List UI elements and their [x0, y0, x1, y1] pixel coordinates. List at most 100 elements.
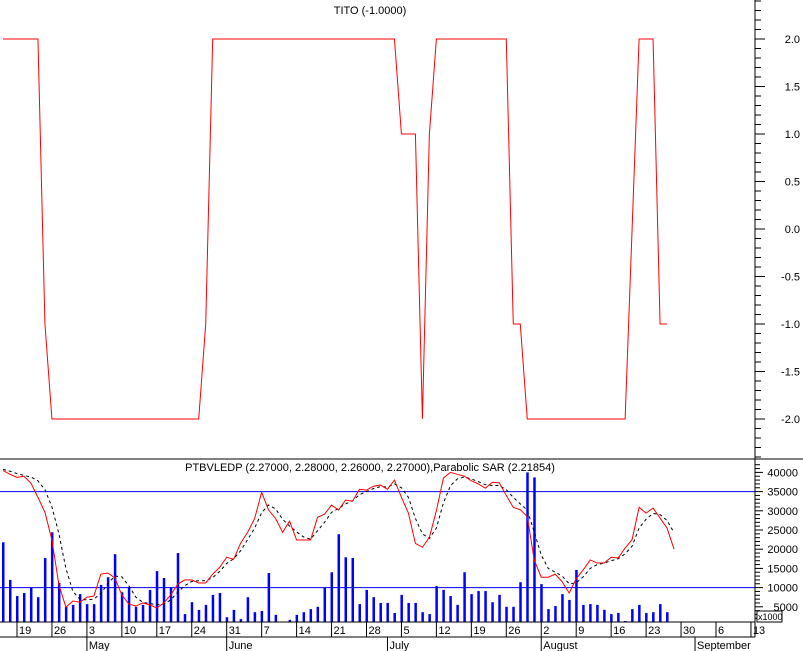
volume-bar	[302, 612, 306, 622]
month-label: September	[697, 640, 751, 651]
volume-bar	[414, 602, 417, 622]
volume-bar	[407, 602, 410, 622]
volume-bar	[379, 602, 382, 622]
volume-bar	[491, 602, 494, 622]
volume-bar	[295, 614, 299, 622]
x-tick-label: 14	[299, 625, 311, 637]
volume-bar	[99, 584, 103, 622]
volume-bar	[176, 553, 180, 622]
volume-bar	[36, 597, 40, 622]
y-tick-label: -0.5	[781, 272, 800, 284]
y-tick-label: -1.5	[781, 367, 800, 379]
volume-bar	[246, 597, 250, 622]
volume-bar	[400, 594, 403, 622]
volume-bar	[610, 614, 613, 622]
volume-bar	[344, 557, 348, 622]
tito-title: TITO (-1.0000)	[334, 5, 407, 17]
volume-bar	[442, 589, 445, 622]
volume-bar	[596, 604, 599, 622]
volume-bar	[575, 569, 578, 622]
volume-bar	[2, 542, 5, 622]
volume-bar	[449, 596, 452, 622]
volume-bar	[274, 614, 278, 622]
volume-bar	[386, 602, 389, 622]
y-tick-label: 20000	[767, 544, 798, 556]
volume-bar	[78, 594, 82, 622]
volume-bar	[519, 582, 522, 622]
x-tick-label: 19	[19, 625, 31, 637]
volume-bar	[50, 532, 54, 622]
y-tick-label: -2.0	[781, 414, 800, 426]
x-tick-label: 30	[683, 625, 695, 637]
volume-bar	[162, 578, 166, 622]
volume-bar	[288, 619, 292, 622]
y-unit-label: x1000	[758, 612, 783, 622]
volume-bar	[617, 612, 620, 622]
x-tick-label: 16	[613, 625, 625, 637]
volume-bar	[512, 606, 515, 622]
volume-bar	[253, 612, 257, 622]
date-axis: 1219263101724317142128512192629162330613…	[16, 622, 765, 651]
volume-bar	[477, 591, 480, 622]
x-tick-label: 2	[543, 625, 549, 637]
y-tick-label: 2.0	[785, 34, 800, 46]
volume-bar	[64, 606, 68, 622]
volume-bar	[15, 596, 19, 622]
y-tick-label: 10000	[767, 583, 798, 595]
month-label: August	[543, 640, 577, 651]
y-tick-label: -1.0	[781, 319, 800, 331]
volume-bar	[659, 604, 662, 622]
volume-bar	[582, 604, 585, 622]
unit-box	[756, 610, 783, 623]
volume-bar	[211, 594, 215, 622]
x-tick-label: 21	[334, 625, 346, 637]
y-tick-label: 30000	[767, 506, 798, 518]
x-tick-label: 26	[54, 625, 66, 637]
volume-bar	[148, 589, 152, 622]
volume-bar	[351, 558, 354, 622]
volume-bar	[316, 606, 320, 622]
x-tick-label: 7	[264, 625, 270, 637]
volume-bar	[71, 604, 75, 622]
volume-bar	[43, 558, 47, 622]
volume-bar	[92, 604, 96, 622]
volume-bar	[204, 604, 208, 622]
volume-bar	[435, 586, 438, 622]
volume-bar	[225, 617, 229, 622]
volume-bar	[323, 587, 327, 622]
volume-bar	[358, 604, 361, 622]
volume-bar	[113, 554, 117, 622]
volume-bar	[57, 582, 61, 622]
volume-bar	[568, 599, 571, 622]
volume-bar	[330, 572, 334, 622]
volume-bar	[85, 604, 89, 622]
volume-bar	[470, 594, 473, 622]
volume-bar	[526, 472, 529, 622]
volume-bar	[197, 609, 201, 622]
x-tick-label: 6	[718, 625, 724, 637]
volume-bar	[120, 592, 124, 622]
month-label: June	[229, 640, 253, 651]
x-tick-label: 23	[648, 625, 660, 637]
x-tick-label: 12	[438, 625, 450, 637]
month-label: July	[389, 640, 409, 651]
volume-bar	[505, 606, 508, 622]
volume-bar	[428, 614, 431, 622]
y-tick-label: 1.0	[785, 129, 800, 141]
price-sar-title: PTBVLEDP (2.27000, 2.28000, 2.26000, 2.2…	[185, 462, 555, 474]
volume-bar	[106, 577, 110, 622]
price-volume-panel: PTBVLEDP (2.27000, 2.28000, 2.26000, 2.2…	[0, 462, 798, 623]
volume-bar	[372, 597, 375, 622]
volume-bar	[337, 534, 341, 622]
volume-bar	[365, 589, 368, 622]
volume-bar	[141, 604, 145, 622]
tito-line	[3, 38, 668, 420]
y-tick-label: 35000	[767, 487, 798, 499]
volume-bar	[183, 614, 187, 622]
month-label: May	[89, 640, 110, 651]
volume-bar	[232, 609, 236, 622]
volume-bar	[260, 611, 264, 622]
volume-bar	[463, 572, 466, 622]
volume-bar	[155, 571, 159, 622]
